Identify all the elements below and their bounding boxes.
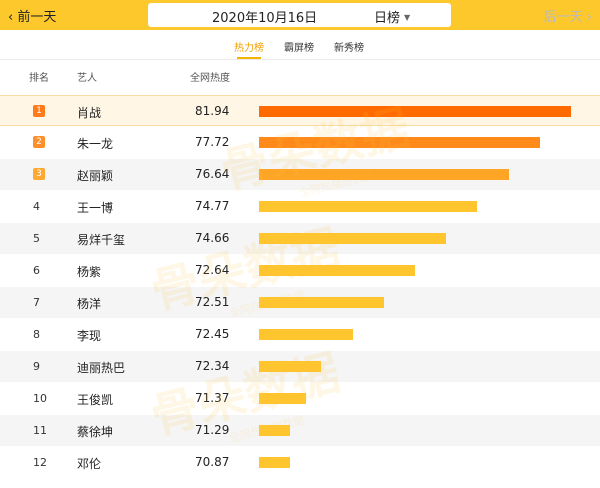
heat-score: 72.34 [195, 359, 230, 373]
artist-name: 迪丽热巴 [77, 361, 126, 375]
date-navigation-bar: ‹ 前一天 2020年10月16日 日榜 ▼ 后一天 › [0, 0, 600, 30]
tab-screen[interactable]: 霸屏榜 [284, 43, 314, 54]
heat-bar [259, 297, 384, 308]
heat-score: 74.66 [195, 231, 230, 245]
artist-name: 杨紫 [77, 265, 102, 279]
table-row[interactable]: 8 李现 72.45 [0, 319, 600, 350]
heat-score: 71.29 [195, 423, 230, 437]
rank-badge: 2 [33, 136, 45, 148]
tabs-divider [0, 59, 600, 60]
caret-down-icon: ▼ [404, 13, 411, 22]
next-day-button[interactable]: 后一天 › [543, 10, 592, 25]
heat-score: 81.94 [195, 104, 230, 118]
heat-score: 77.72 [195, 135, 230, 149]
table-row[interactable]: 1 肖战 81.94 [0, 95, 600, 126]
heat-bar [259, 233, 446, 244]
heat-bar [259, 106, 571, 117]
heat-score: 74.77 [195, 199, 230, 213]
rank-number: 5 [33, 232, 40, 245]
artist-name: 肖战 [77, 106, 102, 120]
rank-number: 7 [33, 296, 40, 309]
heat-bar [259, 393, 306, 404]
artist-name: 王俊凯 [77, 393, 114, 407]
artist-name: 王一博 [77, 201, 114, 215]
heat-score: 76.64 [195, 167, 230, 181]
rank-number: 6 [33, 264, 40, 277]
active-tab-indicator [237, 57, 261, 59]
table-row[interactable]: 11 蔡徐坤 71.29 [0, 415, 600, 446]
heat-bar [259, 169, 509, 180]
heat-bar [259, 137, 540, 148]
artist-name: 易烊千玺 [77, 233, 126, 247]
rank-number: 9 [33, 360, 40, 373]
table-row[interactable]: 10 王俊凯 71.37 [0, 383, 600, 414]
table-row[interactable]: 9 迪丽热巴 72.34 [0, 351, 600, 382]
previous-day-button[interactable]: ‹ 前一天 [8, 10, 57, 25]
date-text: 2020年10月16日 [212, 11, 318, 26]
heat-score: 70.87 [195, 455, 230, 469]
heat-score: 72.51 [195, 295, 230, 309]
heat-bar [259, 361, 321, 372]
table-row[interactable]: 4 王一博 74.77 [0, 191, 600, 222]
heat-bar [259, 457, 290, 468]
date-selector[interactable]: 2020年10月16日 日榜 ▼ [148, 3, 451, 27]
tab-newcomer[interactable]: 新秀榜 [334, 43, 364, 54]
table-row[interactable]: 6 杨紫 72.64 [0, 255, 600, 286]
artist-name: 邓伦 [77, 457, 102, 471]
artist-name: 李现 [77, 329, 102, 343]
artist-name: 朱一龙 [77, 137, 114, 151]
heat-bar [259, 425, 290, 436]
rank-badge: 3 [33, 168, 45, 180]
period-dropdown[interactable]: 日榜 ▼ [374, 7, 410, 26]
table-header: 排名 艺人 全网热度 [0, 69, 600, 85]
artist-name: 蔡徐坤 [77, 425, 114, 439]
heat-score: 71.37 [195, 391, 230, 405]
table-row[interactable]: 5 易烊千玺 74.66 [0, 223, 600, 254]
column-artist: 艺人 [77, 73, 97, 84]
rank-number: 12 [33, 456, 47, 469]
heat-score: 72.45 [195, 327, 230, 341]
column-heat: 全网热度 [190, 73, 230, 84]
tab-heat[interactable]: 热力榜 [234, 43, 264, 54]
rank-number: 11 [33, 424, 47, 437]
rank-number: 4 [33, 200, 40, 213]
period-label: 日榜 [374, 11, 401, 26]
rank-badge: 1 [33, 105, 45, 117]
artist-name: 杨洋 [77, 297, 102, 311]
heat-bar [259, 265, 415, 276]
table-row[interactable]: 3 赵丽颖 76.64 [0, 159, 600, 190]
heat-bar [259, 201, 477, 212]
rank-number: 8 [33, 328, 40, 341]
heat-score: 72.64 [195, 263, 230, 277]
table-row[interactable]: 2 朱一龙 77.72 [0, 127, 600, 158]
column-rank: 排名 [29, 73, 49, 84]
artist-name: 赵丽颖 [77, 169, 114, 183]
heat-bar [259, 329, 353, 340]
ranking-tabs: 热力榜 霸屏榜 新秀榜 [0, 36, 600, 58]
table-row[interactable]: 7 杨洋 72.51 [0, 287, 600, 318]
table-row[interactable]: 12 邓伦 70.87 [0, 447, 600, 478]
rank-number: 10 [33, 392, 47, 405]
